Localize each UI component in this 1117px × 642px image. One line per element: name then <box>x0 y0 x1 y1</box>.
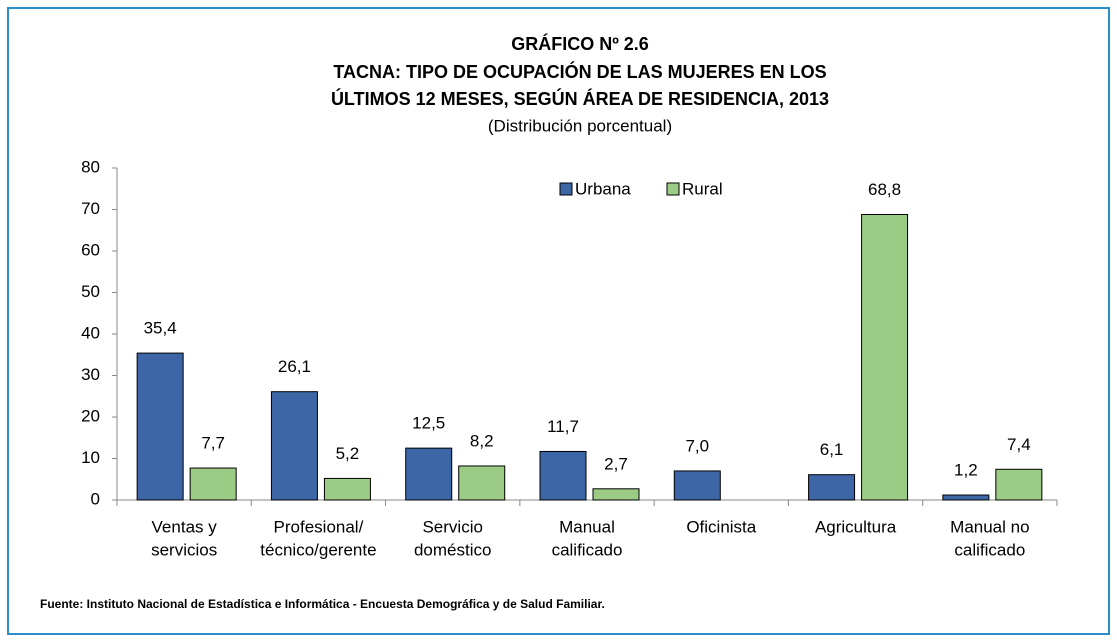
bar <box>270 391 318 501</box>
bar <box>808 474 856 501</box>
x-tick-label: Oficinista <box>686 517 756 536</box>
data-label: 1,2 <box>954 461 978 480</box>
bar <box>942 494 990 501</box>
bar <box>673 470 721 501</box>
data-label: 8,2 <box>470 431 494 450</box>
x-tick-label: Manual no <box>950 517 1029 536</box>
x-tick-label: calificado <box>954 540 1025 559</box>
bar <box>136 352 184 501</box>
chart-subtitle: (Distribución porcentual) <box>488 116 672 135</box>
chart-title: GRÁFICO Nº 2.6 <box>511 33 649 54</box>
x-tick-label: Profesional/ <box>274 517 364 536</box>
bar <box>861 213 909 501</box>
x-tick-label: Servicio <box>422 517 482 536</box>
x-tick-label: servicios <box>151 540 217 559</box>
legend-label: Rural <box>682 179 723 198</box>
chart-title: ÚLTIMOS 12 MESES, SEGÚN ÁREA DE RESIDENC… <box>331 88 829 109</box>
data-label: 11,7 <box>547 417 579 436</box>
data-label: 2,7 <box>604 454 628 473</box>
y-tick-label: 70 <box>81 199 100 218</box>
legend-swatch <box>666 182 680 196</box>
bar <box>995 468 1043 501</box>
bar <box>458 465 506 501</box>
x-tick-label: Agricultura <box>815 517 897 536</box>
bar <box>189 467 237 501</box>
y-tick-label: 20 <box>81 406 100 425</box>
data-label: 12,5 <box>412 414 445 433</box>
data-label: 68,8 <box>868 180 901 199</box>
bar <box>539 450 587 501</box>
y-tick-label: 60 <box>81 240 100 259</box>
data-label: 7,7 <box>201 434 225 453</box>
x-tick-label: Manual <box>559 517 615 536</box>
data-label: 7,0 <box>685 436 709 455</box>
bar <box>592 488 640 501</box>
y-tick-label: 10 <box>81 448 100 467</box>
data-label: 26,1 <box>278 357 311 376</box>
y-tick-label: 80 <box>81 157 100 176</box>
x-tick-label: calificado <box>552 540 623 559</box>
legend-label: Urbana <box>575 179 631 198</box>
frame <box>7 7 1110 635</box>
x-tick-label: técnico/gerente <box>260 540 376 559</box>
data-label: 5,2 <box>336 444 360 463</box>
data-label: 6,1 <box>820 440 844 459</box>
y-tick-label: 40 <box>81 323 100 342</box>
source: Fuente: Instituto Nacional de Estadístic… <box>40 597 605 611</box>
y-tick-label: 50 <box>81 282 100 301</box>
y-tick-label: 30 <box>81 365 100 384</box>
data-label: 35,4 <box>144 319 177 338</box>
data-label: 7,4 <box>1007 435 1031 454</box>
legend-swatch <box>559 182 573 196</box>
bar <box>405 447 453 501</box>
y-tick-label: 0 <box>91 489 100 508</box>
x-tick-label: Ventas y <box>152 517 218 536</box>
chart-title: TACNA: TIPO DE OCUPACIÓN DE LAS MUJERES … <box>333 61 826 82</box>
x-tick-label: doméstico <box>414 540 491 559</box>
bar <box>323 477 371 501</box>
